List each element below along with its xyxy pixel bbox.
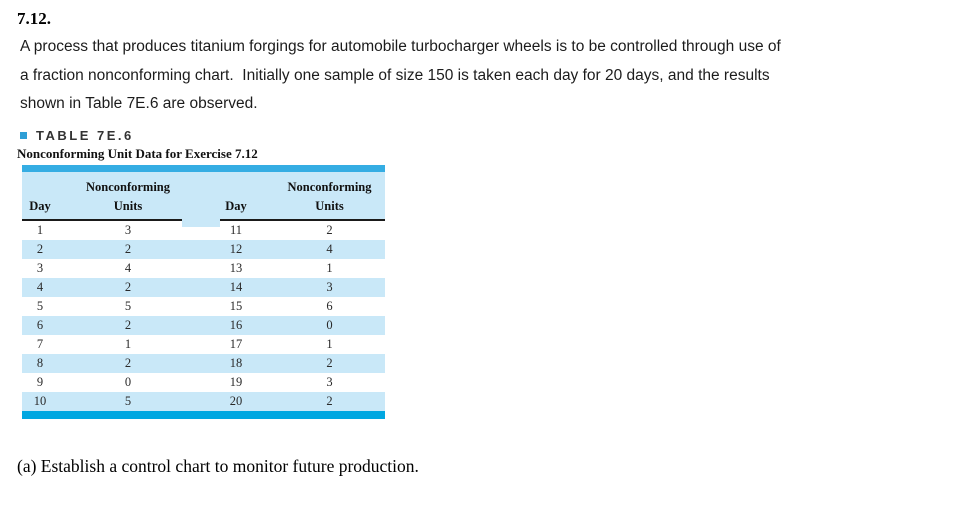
table-row: 5 5 15 6: [22, 297, 385, 316]
table-cell: 1: [326, 260, 333, 275]
problem-line-2: a fraction nonconforming chart. Initiall…: [20, 66, 770, 84]
table-cell: 2: [36, 241, 44, 256]
table-cell: 10: [33, 393, 47, 408]
table-row: 9 0 19 3: [22, 373, 385, 392]
table-cell: 6: [36, 317, 44, 332]
table-row: 1 3 11 2: [22, 221, 385, 240]
exercise-number: 7.12.: [17, 9, 51, 28]
table-cell: 2: [326, 393, 333, 408]
problem-line-3: shown in Table 7E.6 are observed.: [20, 95, 258, 112]
table-cell: 8: [36, 355, 44, 370]
table-cell: 2: [124, 279, 132, 294]
table-cell: 2: [326, 222, 333, 237]
column-header-day-right: Day: [225, 198, 247, 213]
table-cell: 5: [124, 298, 132, 313]
table-header-row: Day Nonconforming Units Day Nonconformin…: [22, 171, 385, 227]
table-cell: 0: [124, 374, 132, 389]
table-cell: 2: [124, 241, 132, 256]
table-row: 7 1 17 1: [22, 335, 385, 354]
table-cell: 1: [326, 336, 333, 351]
table-cell: 1: [36, 222, 44, 237]
column-header-day-left: Day: [29, 198, 51, 213]
column-header-units-right: Nonconforming Units: [287, 180, 372, 213]
table-cell: 14: [229, 279, 243, 294]
table-cell: 20: [229, 393, 243, 408]
table-label-row: TABLE 7E.6: [20, 128, 955, 143]
table-row: 4 2 14 3: [22, 277, 385, 297]
table-cell: 0: [326, 317, 333, 332]
table-cell: 2: [124, 355, 132, 370]
table-cell: 15: [229, 298, 243, 313]
header-gap-shade: [182, 220, 220, 227]
table-cell: 11: [229, 222, 243, 237]
data-table: Day Nonconforming Units Day Nonconformin…: [22, 164, 385, 419]
table-caption: Nonconforming Unit Data for Exercise 7.1…: [17, 145, 258, 161]
table-cell: 7: [36, 336, 44, 351]
table-row: 3 4 13 1: [22, 259, 385, 278]
table-cell: 1: [124, 336, 132, 351]
table-cell: 4: [36, 279, 44, 294]
table-cell: 13: [229, 260, 243, 275]
table-cell: 4: [326, 241, 333, 256]
table-cell: 18: [229, 355, 243, 370]
table-cell: 9: [36, 374, 44, 389]
header-rule-right: [220, 218, 385, 221]
problem-line-1: A process that produces titanium forging…: [20, 38, 781, 55]
table-row: 2 2 12 4: [22, 239, 385, 259]
table-row: 8 2 18 2: [22, 353, 385, 373]
table-cell: 2: [326, 355, 333, 370]
table-cell: 6: [326, 298, 333, 313]
table-cell: 3: [326, 374, 333, 389]
table-bottom-rule: [22, 410, 385, 419]
question-part-a: (a) Establish a control chart to monitor…: [17, 455, 419, 476]
table-label: TABLE 7E.6: [36, 127, 134, 143]
table-cell: 3: [36, 260, 44, 275]
table-cell: 5: [36, 298, 44, 313]
table-cell: 3: [124, 222, 132, 237]
column-header-units-left: Nonconforming Units: [85, 180, 171, 213]
table-cell: 12: [229, 241, 243, 256]
table-cell: 16: [229, 317, 243, 332]
table-top-rule: [22, 164, 385, 172]
table-cell: 17: [229, 336, 243, 351]
table-cell: 2: [124, 317, 132, 332]
table-cell: 4: [124, 260, 132, 275]
table-row: 10 5 20 2: [22, 391, 385, 411]
square-bullet-icon: [20, 131, 27, 139]
header-rule-left: [22, 218, 182, 221]
table-cell: 5: [124, 393, 132, 408]
table-body: 1 3 11 2 2 2 12 4 3 4 13 1 4 2 14 3 5 5 15 6 6 2 16 0 7 1 17…: [22, 221, 385, 411]
table-cell: 3: [326, 279, 333, 294]
table-cell: 19: [229, 374, 243, 389]
problem-statement: A process that produces titanium forging…: [20, 33, 955, 119]
table-row: 6 2 16 0: [22, 315, 385, 335]
